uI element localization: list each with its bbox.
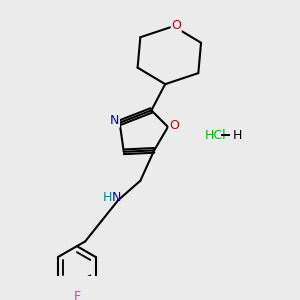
Text: O: O bbox=[171, 19, 181, 32]
Text: N: N bbox=[110, 114, 119, 127]
Text: F: F bbox=[73, 290, 80, 300]
Text: HCl: HCl bbox=[205, 129, 227, 142]
Text: O: O bbox=[169, 119, 179, 132]
Text: N: N bbox=[111, 191, 121, 204]
Text: H: H bbox=[103, 191, 112, 204]
Text: H: H bbox=[233, 129, 242, 142]
